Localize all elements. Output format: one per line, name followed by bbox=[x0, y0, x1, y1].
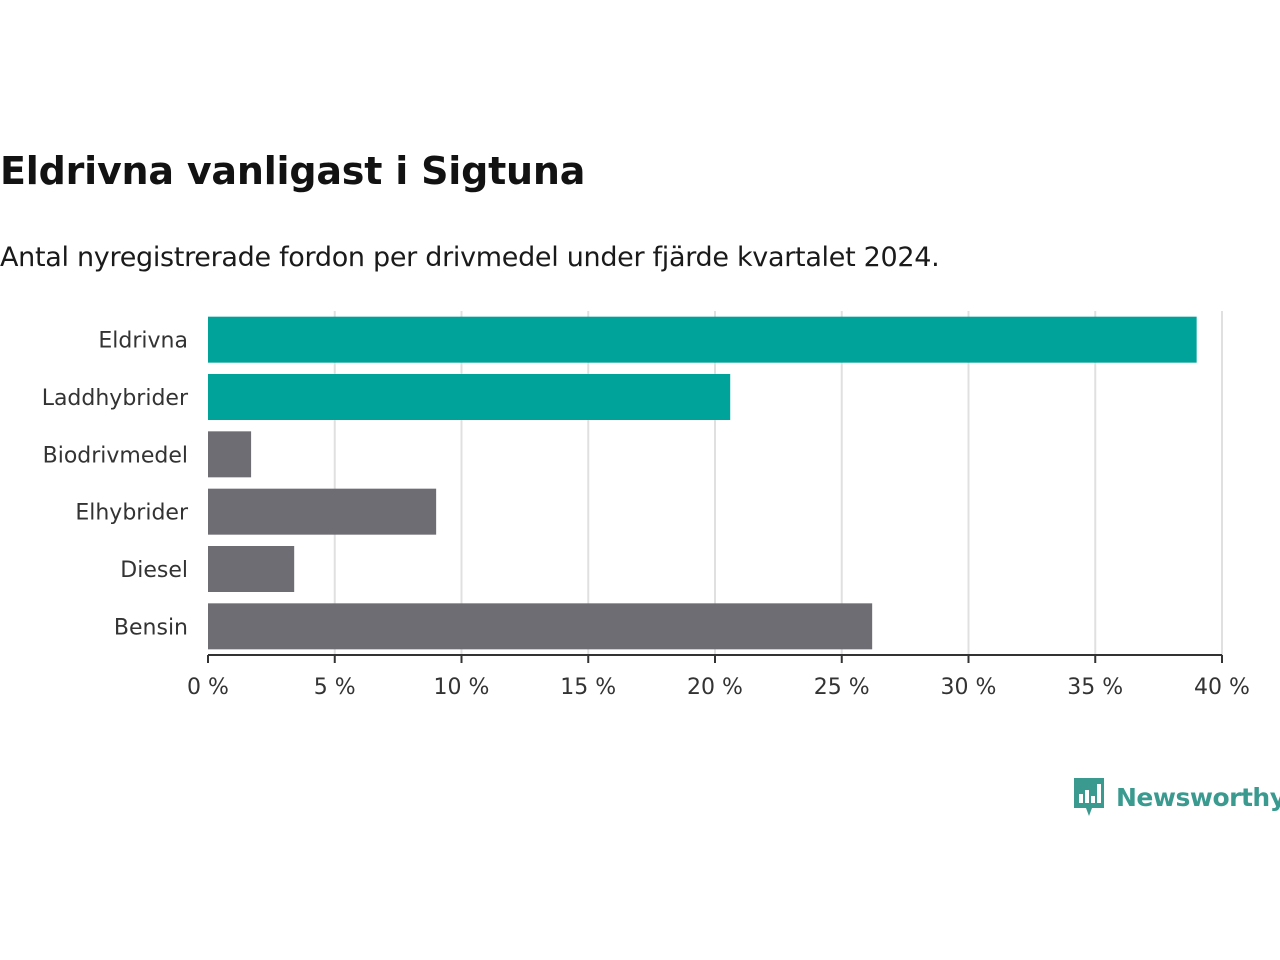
x-tick-label: 10 % bbox=[434, 675, 490, 700]
bars bbox=[208, 316, 1197, 650]
bar-eldrivna bbox=[208, 316, 1197, 363]
bar-bensin bbox=[208, 603, 873, 650]
newsworthy-logo: Newsworthy bbox=[1072, 776, 1280, 818]
newsworthy-logo-text: Newsworthy bbox=[1116, 782, 1280, 812]
bar-laddhybrider bbox=[208, 374, 731, 420]
x-tick-label: 25 % bbox=[814, 675, 870, 700]
category-label: Bensin bbox=[114, 615, 188, 640]
category-label: Eldrivna bbox=[98, 329, 188, 354]
x-tick-label: 20 % bbox=[687, 675, 743, 700]
category-labels: Eldrivna Laddhybrider Biodrivmedel Elhybrid… bbox=[42, 329, 189, 641]
chart-title: Eldrivna vanligast i Sigtuna bbox=[0, 149, 586, 193]
chart-subtitle: Antal nyregistrerade fordon per drivmede… bbox=[0, 242, 940, 273]
grid-lines bbox=[333, 311, 1223, 655]
category-label: Laddhybrider bbox=[42, 386, 189, 411]
bar-biodrivmedel bbox=[208, 431, 252, 478]
x-tick-label: 35 % bbox=[1067, 675, 1123, 700]
bar-elhybrider bbox=[208, 488, 437, 535]
category-label: Biodrivmedel bbox=[43, 443, 188, 468]
x-tick-label: 5 % bbox=[314, 675, 356, 700]
x-tick-label: 0 % bbox=[187, 675, 229, 700]
bar-diesel bbox=[208, 546, 295, 592]
x-tick-label: 40 % bbox=[1194, 675, 1250, 700]
category-label: Elhybrider bbox=[75, 501, 189, 526]
x-tick-label: 30 % bbox=[941, 675, 997, 700]
x-tick-label: 15 % bbox=[560, 675, 616, 700]
x-axis: 0 % 5 % 10 % 15 % 20 % 25 % 30 % 35 % 40 % bbox=[187, 654, 1250, 700]
category-label: Diesel bbox=[120, 558, 188, 583]
newsworthy-logo-icon bbox=[1074, 778, 1104, 816]
